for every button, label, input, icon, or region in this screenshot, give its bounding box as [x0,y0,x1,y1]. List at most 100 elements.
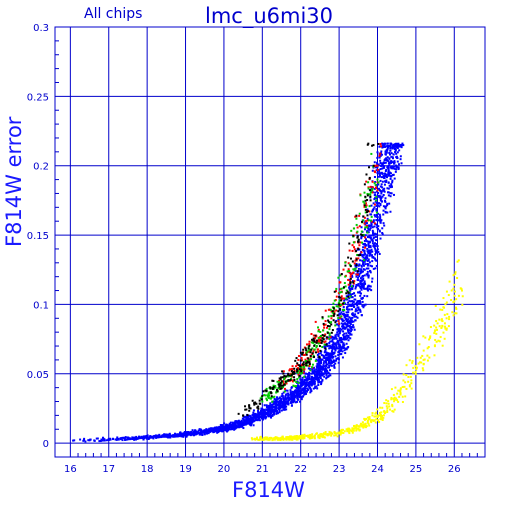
data-point [324,367,327,370]
data-point [380,192,383,195]
data-point [221,430,224,433]
data-point [297,388,300,391]
data-point [390,155,393,158]
data-point [361,304,364,307]
data-point [368,176,371,179]
data-point [260,398,263,401]
data-point [448,315,451,318]
data-point [303,437,306,440]
data-point [339,313,342,316]
data-point [308,376,311,379]
data-point [322,338,325,341]
data-point [451,311,454,314]
data-point [237,425,240,428]
data-point [361,275,364,278]
data-point [388,157,391,160]
data-point [302,365,305,368]
data-point [307,384,310,387]
data-point [366,214,369,217]
data-point [382,209,385,212]
data-point [324,333,327,336]
data-point [453,300,456,303]
data-point [233,424,236,427]
data-point [334,336,337,339]
data-point [354,287,357,290]
data-point [358,299,361,302]
data-point [369,185,372,188]
data-point [337,347,340,350]
data-point [287,379,290,382]
data-point [272,409,275,412]
data-point [376,415,379,418]
data-point [445,327,448,330]
data-point [317,358,320,361]
data-point [368,251,371,254]
data-point [359,277,362,280]
x-tick-label: 26 [448,464,461,475]
data-point [340,299,343,302]
data-point [274,386,277,389]
data-point [391,405,394,408]
data-point [228,425,231,428]
data-point [366,194,369,197]
data-point [280,400,283,403]
data-point [346,323,349,326]
data-point [434,338,437,341]
data-point [394,386,397,389]
data-point [307,357,310,360]
data-point [397,163,400,166]
data-point [247,421,250,424]
data-point [217,427,220,430]
x-tick-label: 17 [102,464,115,475]
data-point [369,189,372,192]
data-point [426,347,429,350]
data-point [366,250,369,253]
data-point [350,229,353,232]
data-point [376,151,379,154]
data-point [261,394,264,397]
data-point [324,320,327,323]
grid-lines [55,26,486,457]
data-point [386,187,389,190]
data-point [321,378,324,381]
data-point [392,193,395,196]
data-point [328,352,331,355]
data-point [363,268,366,271]
data-point [434,305,437,308]
data-point [400,162,403,165]
data-point [334,355,337,358]
data-point [460,287,463,290]
data-point [324,370,327,373]
data-point [378,252,381,255]
data-point [317,383,320,386]
data-point [357,264,360,267]
data-point [299,436,302,439]
data-point [316,363,319,366]
data-point [339,274,342,277]
data-point [368,416,371,419]
data-point [348,329,351,332]
data-point [322,329,325,332]
data-point [249,407,252,410]
data-point [297,358,300,361]
data-point [340,428,343,431]
data-point [361,255,364,258]
data-point [399,155,402,158]
data-point [268,436,271,439]
data-point [303,433,306,436]
data-point [281,402,284,405]
data-point [302,363,305,366]
data-point [445,328,448,331]
data-point [378,154,381,157]
data-point [349,283,352,286]
data-point [374,267,377,270]
data-point [359,301,362,304]
data-point [360,254,363,257]
data-point [375,195,378,198]
data-point [428,356,431,359]
data-point [121,436,124,439]
data-point [124,436,127,439]
data-point [343,337,346,340]
data-point [371,180,374,183]
data-point [276,400,279,403]
